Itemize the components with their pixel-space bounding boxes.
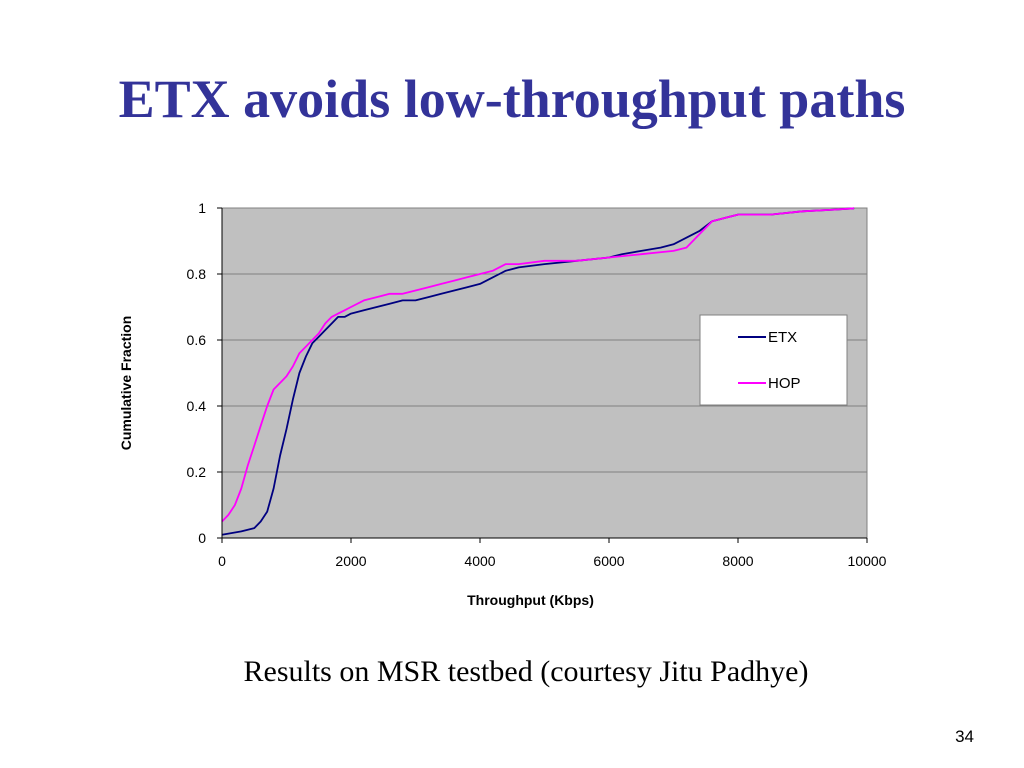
x-tick-label: 2000: [335, 553, 366, 569]
x-tick-label: 6000: [593, 553, 624, 569]
y-tick-label: 0.8: [187, 266, 207, 282]
grid-lines: [222, 273, 867, 473]
x-tick-label: 8000: [722, 553, 753, 569]
axes: 0 0.2 0.4 0.6 0.8 1 0 2000 4000 6000 8000 10000 Thro…: [118, 200, 887, 608]
y-tick-label: 0.6: [187, 332, 207, 348]
series-lines: [221, 207, 855, 536]
y-tick-label: 0.4: [187, 398, 207, 414]
slide-title: ETX avoids low-throughput paths: [118, 69, 906, 129]
y-tick-label: 1: [198, 200, 206, 216]
series-line-etx: [221, 207, 855, 536]
x-axis-title: Throughput (Kbps): [467, 592, 594, 608]
x-tick-label: 0: [218, 553, 226, 569]
x-tick-label: 4000: [464, 553, 495, 569]
slide-caption: Results on MSR testbed (courtesy Jitu Pa…: [243, 655, 809, 688]
legend-label-hop: HOP: [768, 375, 801, 392]
y-axis-title: Cumulative Fraction: [118, 316, 134, 451]
y-tick-label: 0.2: [187, 464, 207, 480]
legend: ETX HOP: [699, 314, 848, 406]
x-tick-label: 10000: [848, 553, 887, 569]
cdf-chart: 0 0.2 0.4 0.6 0.8 1 0 2000 4000 6000 8000 10000 Thro…: [118, 200, 887, 608]
y-tick-label: 0: [198, 530, 206, 546]
legend-label-etx: ETX: [768, 329, 797, 346]
slide-number: 34: [955, 727, 974, 746]
series-line-hop: [221, 207, 855, 523]
chart-container: 0 0.2 0.4 0.6 0.8 1 0 2000 4000 6000 8000 10000 Thro…: [100, 190, 920, 620]
legend-box: [699, 314, 848, 406]
